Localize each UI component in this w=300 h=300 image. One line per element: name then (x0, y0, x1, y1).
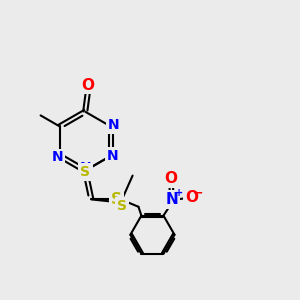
Text: N: N (166, 192, 179, 207)
Text: N: N (107, 118, 119, 132)
Text: N: N (80, 161, 91, 175)
Text: N: N (52, 150, 63, 164)
Text: S: S (111, 192, 122, 207)
Text: N: N (106, 149, 118, 163)
Text: S: S (80, 165, 90, 179)
Text: S: S (117, 199, 127, 213)
Text: +: + (175, 188, 183, 198)
Text: O: O (185, 190, 198, 206)
Text: −: − (193, 186, 203, 199)
Text: O: O (164, 171, 177, 186)
Text: O: O (82, 78, 95, 93)
